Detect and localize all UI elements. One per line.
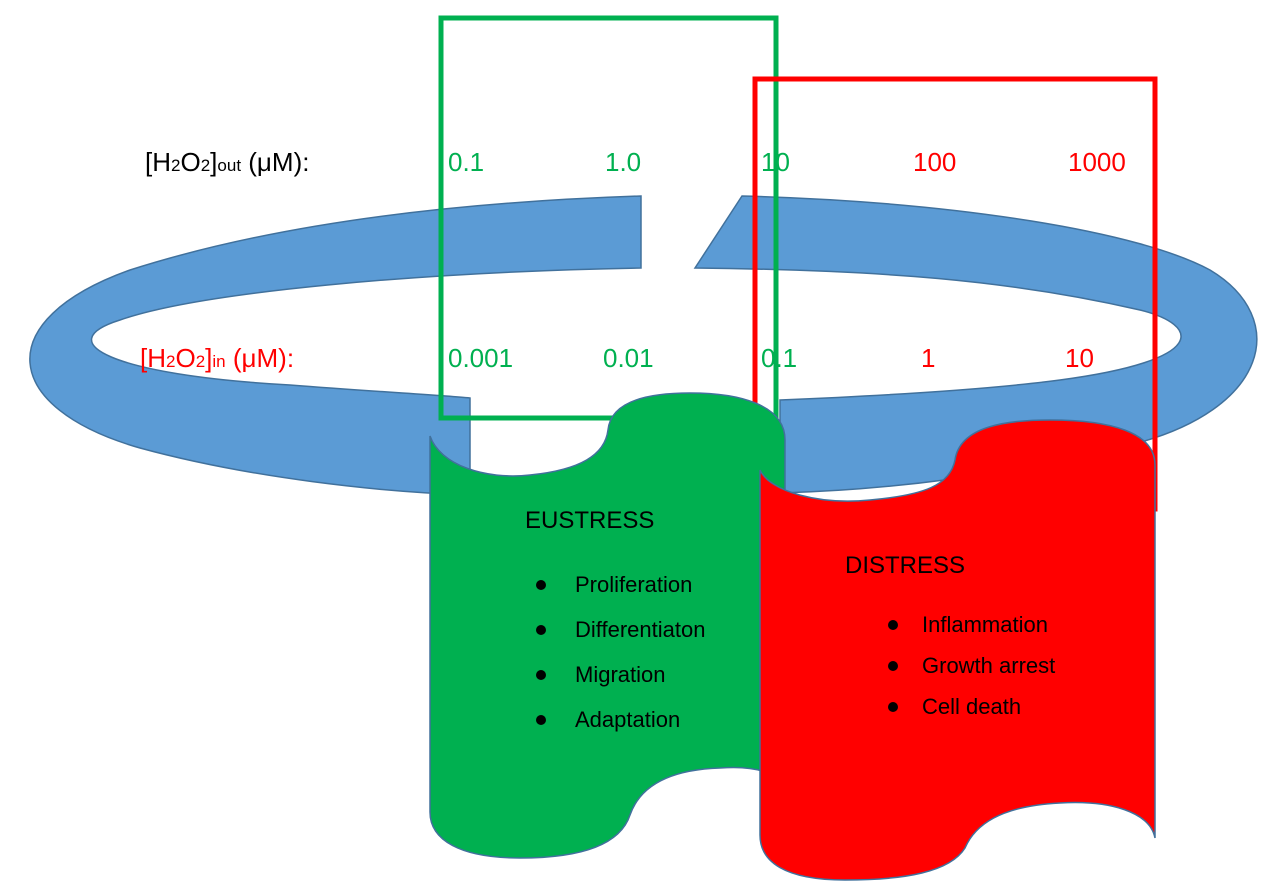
eustress-item-differentiation: Differentiaton xyxy=(575,617,705,642)
eustress-list: Proliferation Differentiaton Migration A… xyxy=(536,572,705,732)
in-value-0.1: 0.1 xyxy=(761,343,797,373)
eustress-item-adaptation: Adaptation xyxy=(575,707,680,732)
out-concentration-label: [H2O2]out (μM): xyxy=(145,147,309,177)
out-value-0.1: 0.1 xyxy=(448,147,484,177)
distress-item-cell-death: Cell death xyxy=(922,694,1021,719)
distress-title: DISTRESS xyxy=(845,552,965,579)
in-value-0.001: 0.001 xyxy=(448,343,513,373)
bullet-icon xyxy=(888,620,898,630)
bullet-icon xyxy=(888,702,898,712)
in-value-0.01: 0.01 xyxy=(603,343,654,373)
out-value-1000: 1000 xyxy=(1068,147,1126,177)
bullet-icon xyxy=(536,670,546,680)
bullet-icon xyxy=(536,715,546,725)
distress-item-growth-arrest: Growth arrest xyxy=(922,653,1055,678)
distress-item-inflammation: Inflammation xyxy=(922,612,1048,637)
eustress-item-proliferation: Proliferation xyxy=(575,572,692,597)
in-value-10: 10 xyxy=(1065,343,1094,373)
bullet-icon xyxy=(536,625,546,635)
in-concentration-label: [H2O2]in (μM): xyxy=(140,343,294,373)
out-value-100: 100 xyxy=(913,147,956,177)
distress-list: Inflammation Growth arrest Cell death xyxy=(888,612,1055,719)
out-value-1.0: 1.0 xyxy=(605,147,641,177)
distress-scroll xyxy=(759,419,1156,881)
bullet-icon xyxy=(536,580,546,590)
bullet-icon xyxy=(888,661,898,671)
eustress-title: EUSTRESS xyxy=(525,507,654,534)
ring-back xyxy=(29,195,642,496)
eustress-item-migration: Migration xyxy=(575,662,665,687)
out-value-10: 10 xyxy=(761,147,790,177)
eustress-range-box xyxy=(438,15,779,421)
in-value-1: 1 xyxy=(921,343,935,373)
